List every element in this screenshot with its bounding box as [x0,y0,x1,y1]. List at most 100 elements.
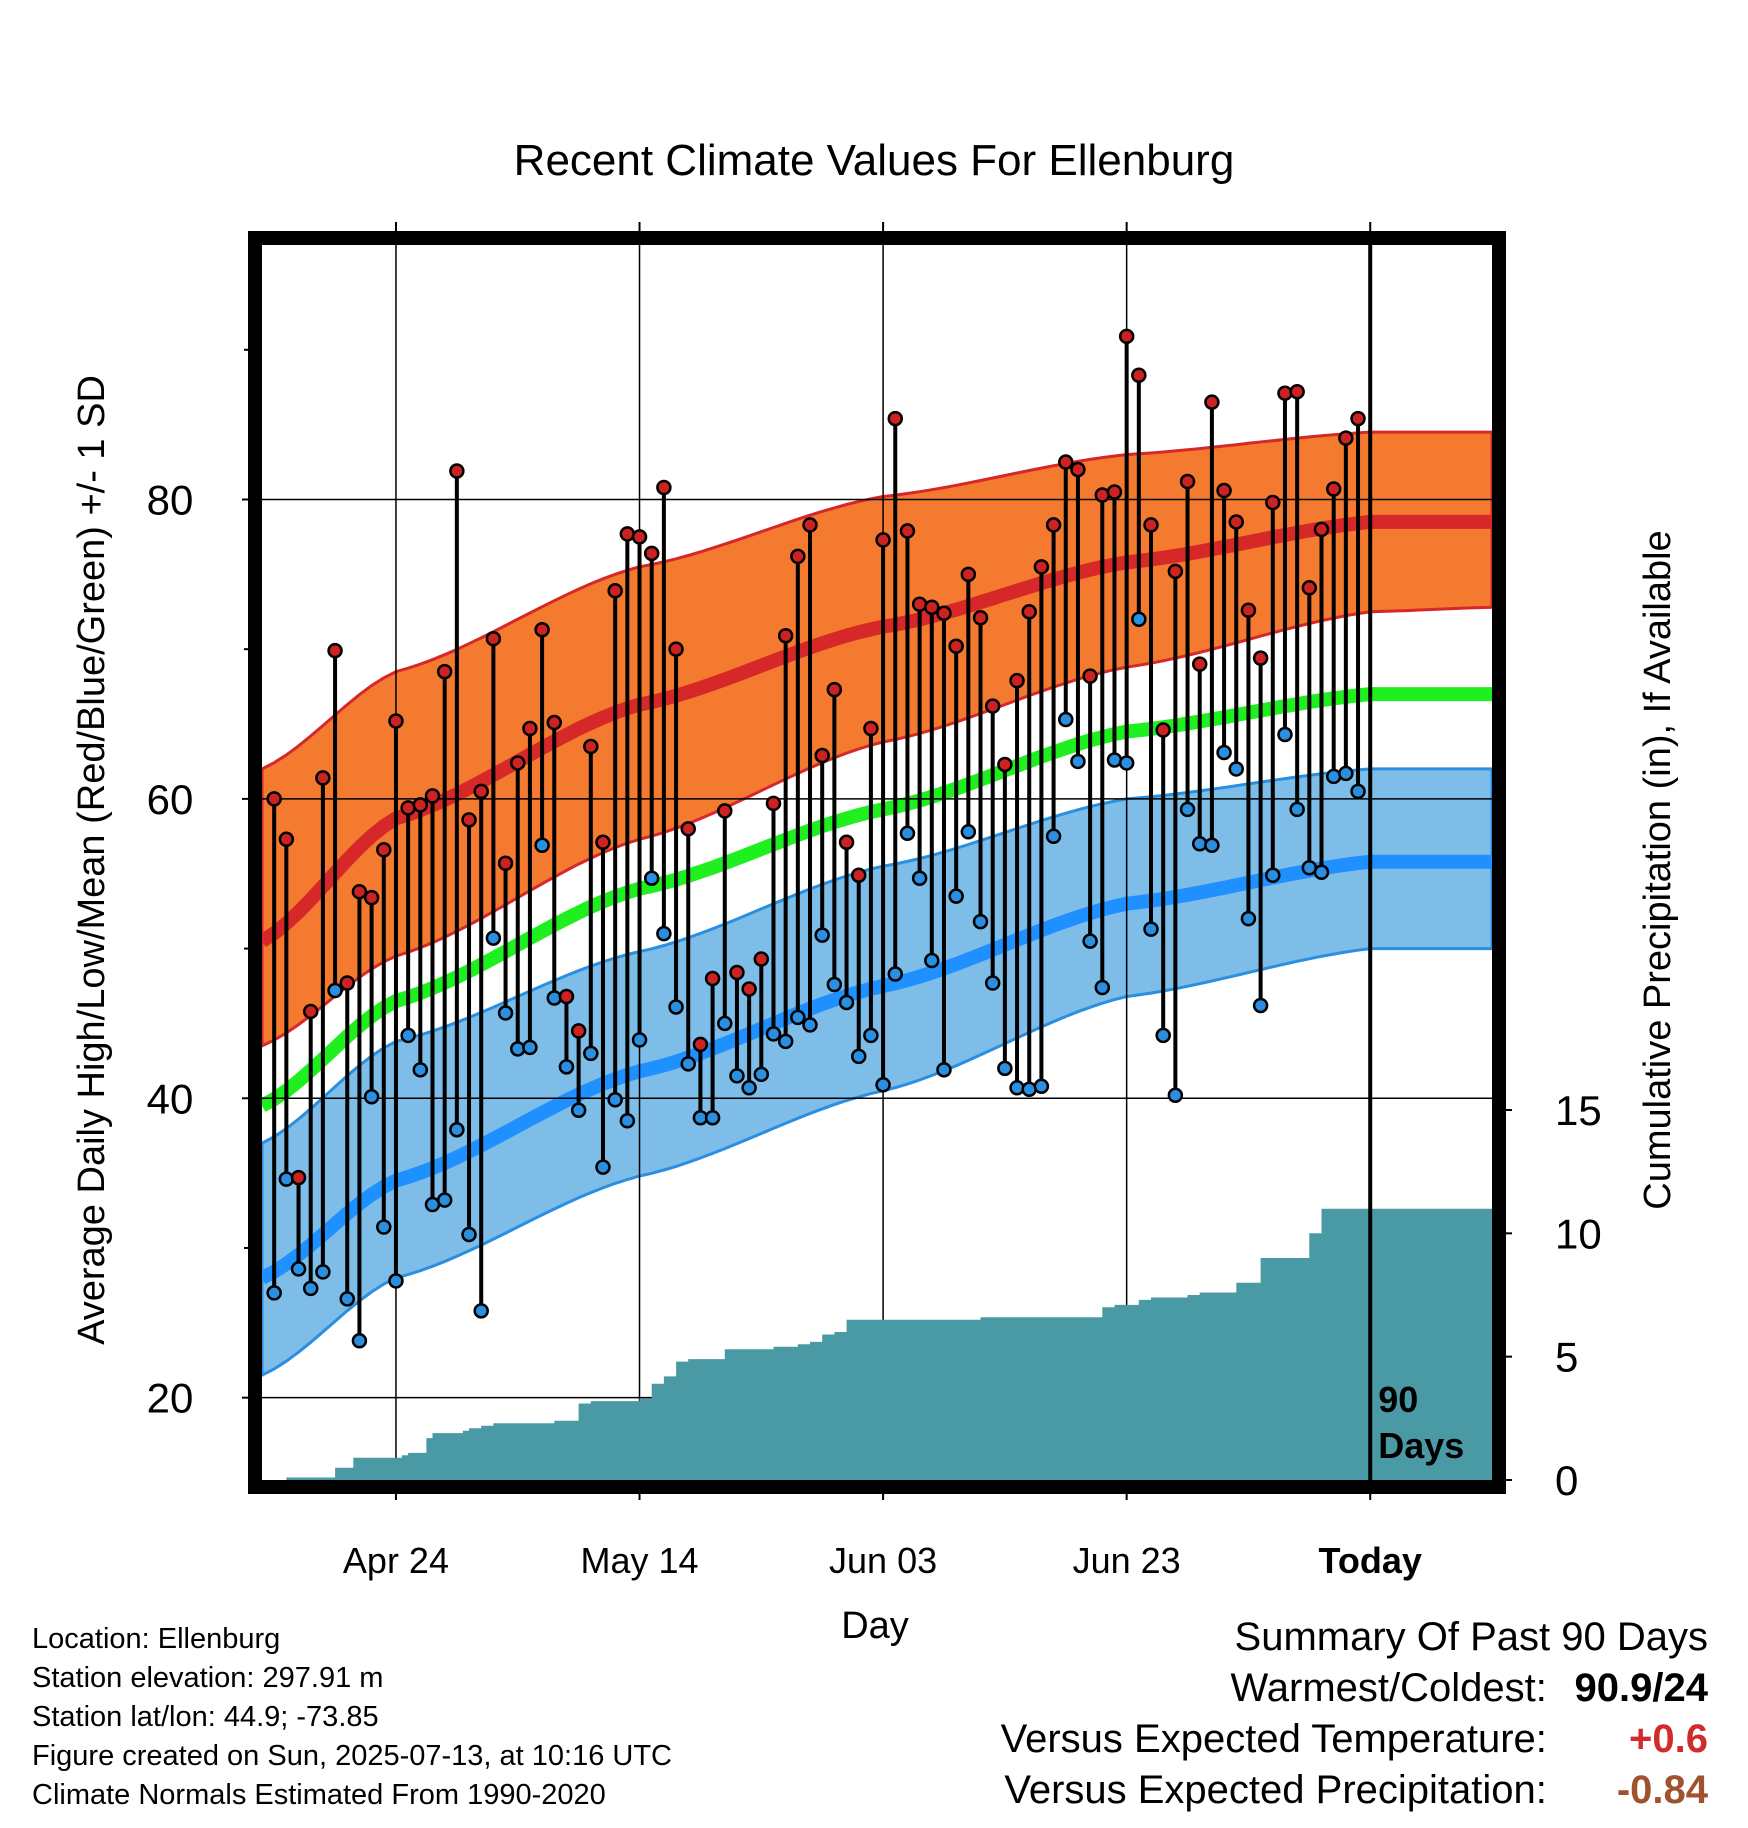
days-label-text: Days [1378,1425,1464,1466]
y-tick-label: 60 [147,776,194,823]
high-point [1179,473,1196,490]
high-point [802,517,818,533]
temperature-value: +0.6 [1629,1717,1708,1761]
high-point [1094,487,1111,503]
low-point [1313,864,1330,880]
high-point [1033,559,1050,575]
low-point [984,975,1001,991]
x-tick-label: Jun 03 [829,1540,937,1581]
low-point [1143,921,1159,937]
low-point [278,1171,295,1187]
high-point [863,720,879,737]
low-point [266,1285,282,1301]
high-point [790,548,806,565]
summary-heading: Summary Of Past 90 Days [1234,1615,1708,1659]
low-point [546,990,563,1006]
low-point [972,913,989,930]
low-point [619,1112,636,1129]
low-point [741,1080,757,1096]
low-point [1155,1027,1171,1044]
precipitation-value: -0.84 [1616,1768,1708,1812]
high-point [1131,367,1147,383]
high-point [838,834,855,851]
high-point [899,523,916,539]
low-point [850,1048,867,1065]
low-point [509,1041,526,1057]
high-point [449,463,465,479]
low-point [1167,1087,1184,1104]
x-tick-label: Jun 23 [1073,1540,1181,1581]
high-point [473,783,489,800]
low-point [1289,801,1305,818]
warmest-coldest-value: 90.9/24 [1574,1666,1708,1710]
y2-axis-title: Cumulative Precipitation (in), If Availa… [1637,530,1679,1209]
low-point [473,1303,489,1319]
precipitation-row: Versus Expected Precipitation: -0.84 [1001,1765,1708,1816]
y2-tick-label: 10 [1555,1210,1602,1257]
high-point [1118,328,1135,345]
high-point [290,1169,307,1186]
high-point [656,479,672,496]
low-point [777,1033,794,1050]
high-point [1082,668,1098,684]
high-point [327,642,343,659]
high-point [1204,394,1220,410]
low-point [1228,761,1245,777]
low-point [1265,867,1281,883]
low-point [1094,979,1111,996]
high-point [680,821,696,837]
low-point [1106,752,1123,768]
low-point [1350,783,1366,800]
high-point [826,681,843,698]
low-point [1009,1080,1025,1096]
high-point [1277,385,1293,401]
high-point [570,1023,587,1039]
high-point [412,797,429,813]
low-point [302,1280,319,1297]
normal-high-line [258,514,1492,947]
low-point [1131,611,1147,627]
high-point [424,788,441,804]
high-point [948,638,964,654]
high-point [875,532,891,548]
low-point [1338,765,1354,782]
y2-tick-label: 5 [1555,1334,1578,1381]
low-point [911,870,928,886]
station-info: Location: Ellenburg Station elevation: 2… [32,1620,672,1815]
low-point [1240,910,1257,927]
low-point [790,1009,806,1026]
low-point [997,1060,1013,1077]
high-point [1191,656,1208,672]
low-point [315,1264,331,1280]
high-point [1070,461,1086,478]
low-point [1179,801,1196,818]
high-point [924,599,940,616]
low-point [376,1219,392,1235]
high-point [1155,722,1171,738]
high-point [887,410,904,427]
low-point [948,888,964,904]
warmest-coldest-row: Warmest/Coldest: 90.9/24 [1001,1663,1709,1714]
high-point [497,855,514,871]
low-point [607,1092,623,1108]
x-axis-title: Day [841,1605,909,1647]
low-point [899,825,916,842]
y-axis-title: Average Daily High/Low/Mean (Red/Blue/Gr… [71,375,113,1345]
low-point [863,1027,879,1044]
high-point [1240,602,1257,619]
high-point [1313,521,1330,538]
created-text: Figure created on Sun, 2025-07-13, at 10… [32,1740,672,1772]
high-point [1009,672,1025,689]
low-point [680,1056,696,1072]
low-point [1082,933,1098,949]
plot-frame: 90 Days [248,231,1506,1494]
high-point [400,800,416,816]
high-point [911,596,928,613]
high-point [729,964,745,981]
low-point [388,1273,404,1289]
x-tick-label: May 14 [580,1540,698,1581]
low-point [485,930,502,946]
y-tick-label: 80 [147,476,194,523]
y2-tick-label: 0 [1555,1457,1578,1504]
high-point [1216,482,1232,499]
